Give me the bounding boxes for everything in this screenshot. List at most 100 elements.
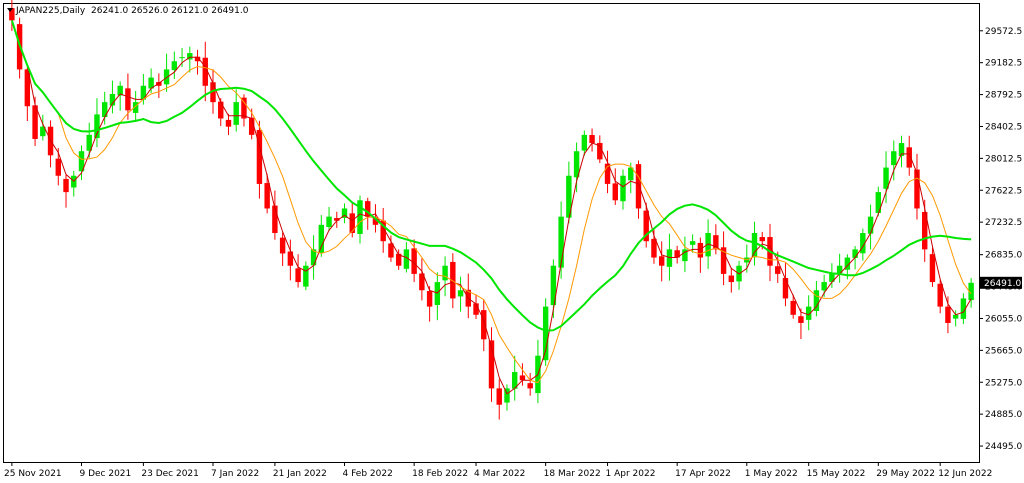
candle-body [210,82,216,103]
candle-body [566,175,572,218]
candle-body [697,242,704,258]
candle [720,231,727,286]
candle-body [612,183,618,201]
x-tick-label: 29 May 2022 [876,469,935,479]
candle [488,327,495,402]
x-tick-label: 25 Nov 2021 [4,469,62,479]
candle [117,81,123,111]
candle-body [604,163,611,184]
candle-body [372,217,379,225]
candle-body [836,265,843,274]
candle [682,236,688,273]
candle [829,263,835,288]
candle [357,195,363,244]
candle [891,140,897,181]
candle-body [241,97,247,119]
candle-body [187,53,193,60]
candle-body [658,256,665,266]
candle [496,379,502,420]
candle-body [829,273,835,282]
candle-body [63,178,69,193]
candle [40,114,46,141]
candle [264,173,270,214]
candle-body [272,205,278,233]
candles-layer [9,0,974,420]
candle-body [929,254,936,283]
moving-averages-layer [10,20,972,395]
candle-body [163,69,170,85]
candle-body [581,134,588,151]
candle [101,91,108,125]
candle-body [813,290,820,311]
candle-body [914,169,920,209]
candle-body [898,143,905,156]
candle-body [597,142,603,160]
candle-body [473,303,479,315]
candle [287,239,294,281]
candle [426,286,433,322]
candle [968,278,974,308]
y-tick-label: 28402.5 [985,122,1022,132]
candle-body [589,135,595,144]
candle-body [550,265,557,306]
candle [256,120,263,199]
candle [272,190,278,240]
candle-body [922,211,928,250]
time-axis: 25 Nov 2021 9 Dec 2021 23 Dec 2021 7 Jan 20… [4,462,992,479]
y-tick-label: 27232.5 [985,218,1022,228]
candle-body [519,375,526,381]
candle [589,128,595,152]
candle [929,247,936,287]
candle-body [55,158,61,176]
candle [24,65,31,122]
candle-body [125,88,131,111]
candle [597,135,603,164]
candle [225,113,232,136]
candle-body [674,250,680,258]
candle-body [481,310,487,340]
candle-body [488,340,495,389]
chart-header: JAPAN225,Daily 26241.0 26526.0 26121.0 2… [7,6,249,16]
candle [341,203,348,224]
candle [395,249,402,270]
current-price-label: 26491.0 [984,279,1021,289]
candle-body [287,251,294,266]
candle-body [179,57,185,59]
candle-body [945,306,951,323]
candle [798,308,804,340]
candle-body [759,237,765,242]
y-tick-label: 29572.5 [985,27,1022,37]
candle [573,142,580,193]
candle-body [666,249,673,267]
candle-body [117,85,123,96]
candle-body [132,102,139,113]
dropdown-triangle-icon[interactable] [7,8,13,12]
candle-body [279,237,286,254]
candle-body [341,208,348,218]
candle-body [751,233,758,258]
y-tick-label: 28792.5 [985,91,1022,101]
y-tick-label: 24885.0 [985,410,1022,420]
candle-body [496,388,502,405]
candle-body [512,372,518,389]
candle [504,384,510,411]
candle-body [542,306,549,361]
candle-body [326,216,332,227]
candle-body [573,151,580,178]
x-tick-label: 4 Feb 2022 [343,469,393,479]
candle [604,150,611,194]
candle [713,224,719,255]
candle-body [867,216,874,234]
candle [883,151,889,204]
candle-body [156,82,162,86]
candle-body [419,273,425,291]
candle-body [349,213,355,233]
candle [334,211,340,228]
x-tick-label: 15 May 2022 [807,469,866,479]
candle-body [218,101,224,119]
candle [728,267,735,293]
candle [937,279,943,314]
candle [860,228,866,261]
candle-body [689,241,696,245]
candle [813,280,820,317]
